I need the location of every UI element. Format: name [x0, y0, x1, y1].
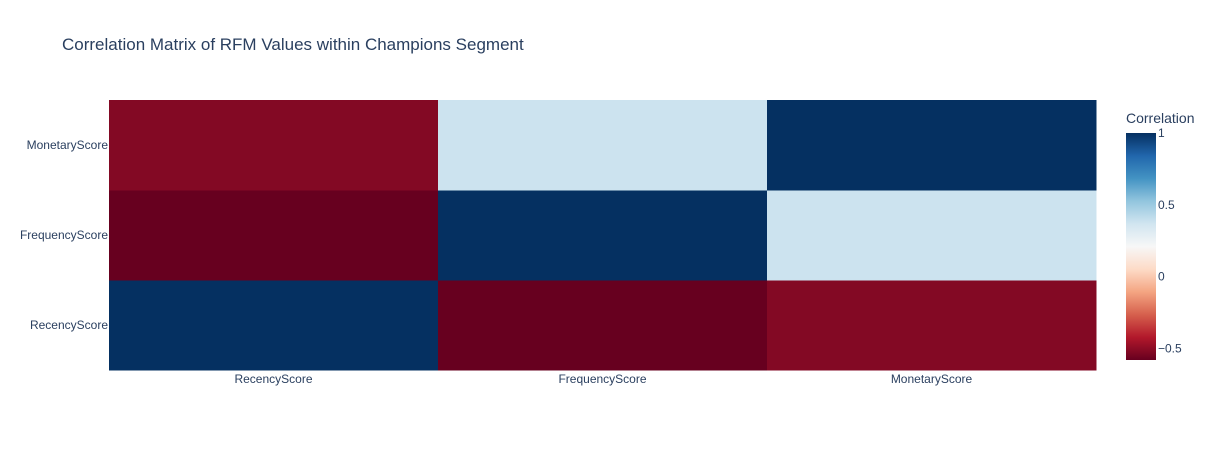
y-tick-label: FrequencyScore [20, 228, 108, 242]
heatmap-cell [438, 190, 768, 281]
y-tick-label: MonetaryScore [27, 138, 109, 152]
chart-title: Correlation Matrix of RFM Values within … [62, 35, 524, 54]
x-tick-label: MonetaryScore [891, 372, 973, 386]
x-tick-label: RecencyScore [234, 372, 312, 386]
heatmap-cell [767, 190, 1097, 281]
colorbar [1126, 133, 1156, 360]
heatmap-cell [767, 100, 1097, 191]
y-tick-label: RecencyScore [30, 318, 108, 332]
heatmap-cell [109, 100, 439, 191]
heatmap-cell [438, 100, 768, 191]
heatmap-cell [109, 280, 439, 371]
heatmap-cell [438, 280, 768, 371]
heatmap-cell [767, 280, 1097, 371]
colorbar-tick-label: 0 [1158, 270, 1165, 284]
colorbar-title: Correlation [1126, 110, 1194, 126]
y-axis-ticks: RecencyScore FrequencyScore MonetaryScore [20, 138, 108, 332]
colorbar-ticks: 1 0.5 0 −0.5 [1158, 126, 1182, 356]
colorbar-tick-label: 1 [1158, 126, 1165, 140]
colorbar-tick-label: 0.5 [1158, 198, 1175, 212]
x-tick-label: FrequencyScore [558, 372, 646, 386]
x-axis-ticks: RecencyScore FrequencyScore MonetaryScore [234, 372, 972, 386]
colorbar-tick-label: −0.5 [1158, 342, 1182, 356]
heatmap-cell [109, 190, 439, 281]
heatmap-cells [109, 100, 1097, 371]
